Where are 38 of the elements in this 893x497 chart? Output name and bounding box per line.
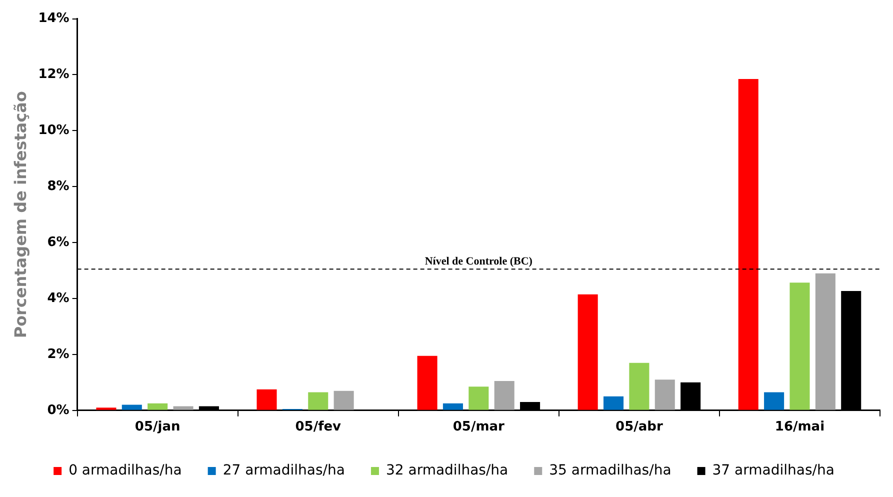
y-tick-label: 12% [38, 67, 70, 82]
bar [764, 392, 784, 410]
x-tick-label: 05/jan [134, 420, 180, 435]
x-tick-label: 05/fev [295, 420, 342, 435]
y-tick-label: 10% [38, 123, 70, 138]
bar [654, 380, 675, 410]
x-tick-label: 05/mar [452, 420, 506, 435]
bar [468, 386, 489, 410]
y-tick-label: 8% [47, 179, 70, 194]
x-tick-label: 05/abr [616, 420, 664, 435]
bar [308, 392, 328, 410]
bar [738, 78, 758, 410]
y-tick-label: 6% [47, 234, 70, 250]
ref-line-label: Nível de Controle (BC) [424, 255, 533, 268]
bar [334, 390, 354, 410]
y-axis-title: Porcentagem de infestação [10, 91, 30, 338]
bar [148, 403, 168, 410]
x-tick-label: 16/mai [774, 420, 825, 435]
bar [417, 356, 438, 410]
bar [122, 404, 142, 410]
bar [442, 403, 463, 410]
bar [494, 381, 514, 410]
legend-label: 0 armadilhas/ha [68, 462, 182, 479]
bar [629, 362, 650, 410]
bar [256, 389, 277, 410]
legend-label: 35 armadilhas/ha [549, 462, 672, 479]
y-tick-label: 4% [47, 290, 70, 306]
legend-label: 32 armadilhas/ha [386, 462, 508, 479]
y-tick-label: 14% [38, 11, 70, 26]
legend-label: 27 armadilhas/ha [222, 462, 345, 479]
bar [173, 406, 194, 410]
legend-label: 37 armadilhas/ha [712, 462, 834, 479]
bar [603, 396, 624, 410]
bar [790, 282, 810, 410]
bar [578, 294, 598, 410]
y-tick-label: 2% [47, 346, 70, 362]
y-tick-label: 0% [47, 402, 70, 418]
bar [815, 273, 836, 410]
